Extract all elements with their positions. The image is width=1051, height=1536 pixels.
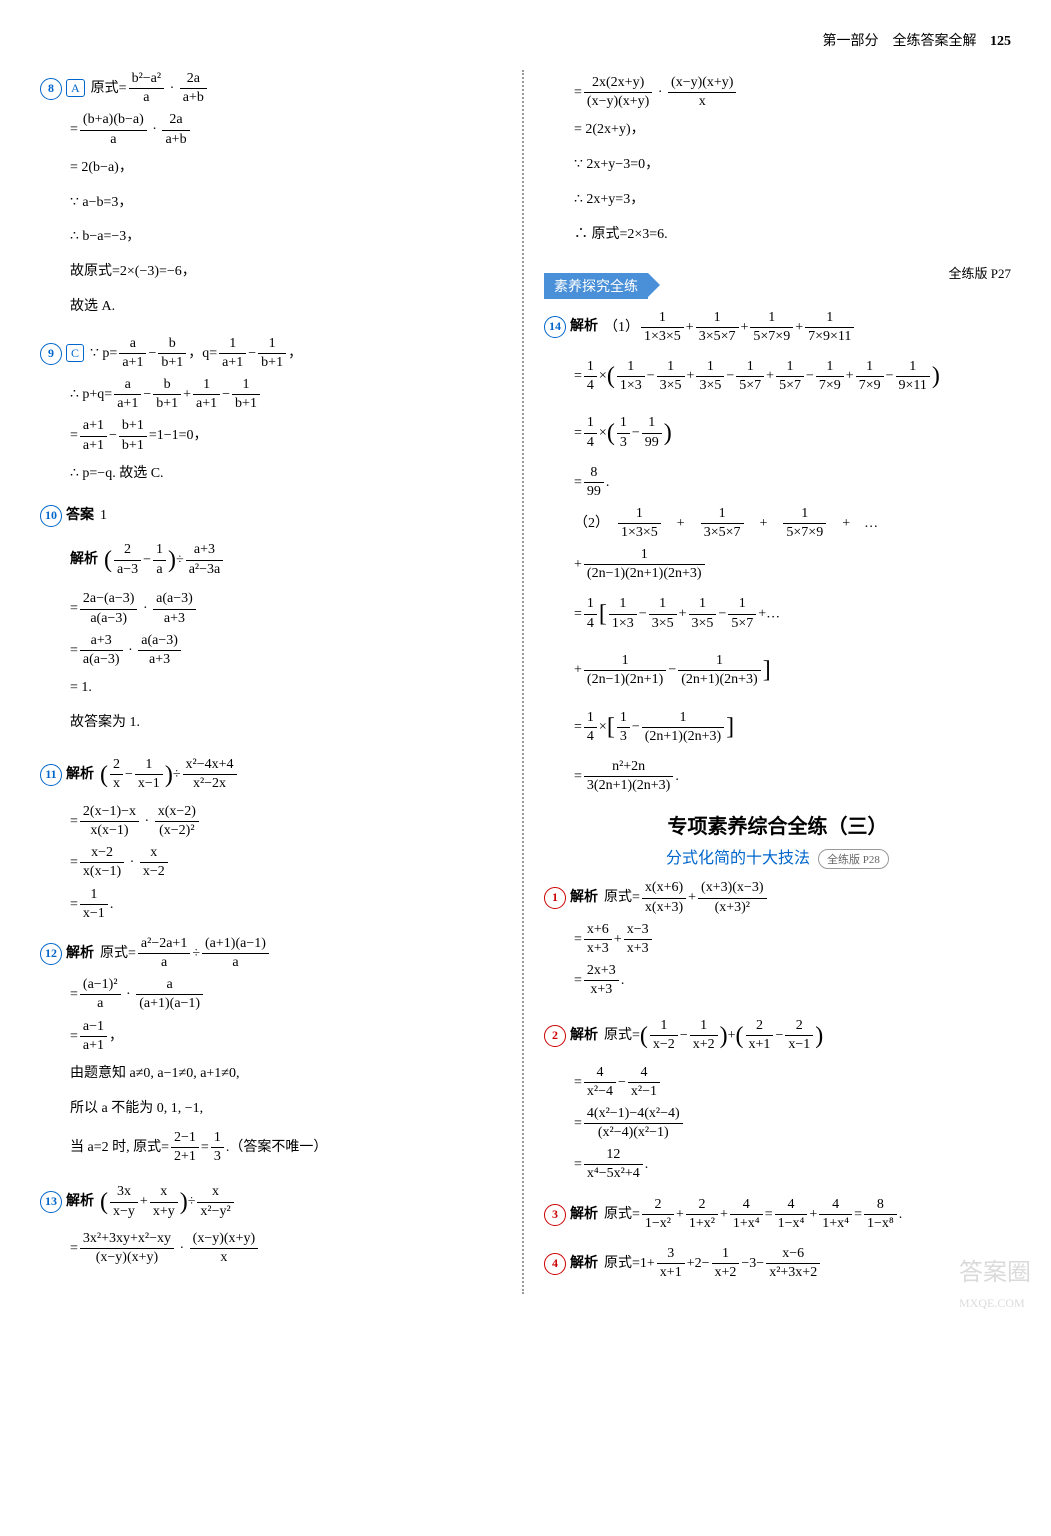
- page-reference: 全练版 P27: [949, 263, 1011, 282]
- problem-number: 10: [40, 505, 62, 527]
- eq-line: 由题意知 a≠0, a−1≠0, a+1≠0,: [70, 1059, 507, 1090]
- page-number: 125: [990, 34, 1011, 49]
- question-2: 2解析原式=(1x−2−1x+2)+(2x+1−2x−1) =4x²−4−4x²…: [544, 1012, 1011, 1184]
- eq-line: =4(x²−1)−4(x²−4)(x²−4)(x²−1): [574, 1105, 1011, 1142]
- analysis-label: 解析: [570, 890, 598, 905]
- sub-title: 分式化简的十大技法全练版 P28: [544, 844, 1011, 869]
- question-3: 3解析原式=21−x²+21+x²+41+x⁴=41−x⁴+41+x⁴=81−x…: [544, 1196, 1011, 1233]
- question-1: 1解析原式=x(x+6)x(x+3)+(x+3)(x−3)(x+3)² =x+6…: [544, 879, 1011, 999]
- eq-line: =x+6x+3+x−3x+3: [574, 921, 1011, 958]
- problem-number: 12: [40, 943, 62, 965]
- eq-line: ∴ 2x+y=3，: [574, 185, 1011, 216]
- eq-text: 原式=: [91, 81, 127, 96]
- eq-line: =4x²−4−4x²−1: [574, 1064, 1011, 1101]
- eq-line: ∴ p+q=aa+1−bb+1+1a+1−1b+1: [70, 376, 507, 413]
- answer-value: 1: [100, 508, 107, 523]
- analysis-label: 解析: [570, 1256, 598, 1271]
- section-banner: 素养探究全练: [544, 273, 648, 299]
- analysis-label: 解析: [66, 767, 94, 782]
- right-column: =2x(2x+y)(x−y)(x+y) · (x−y)(x+y)x = 2(2x…: [544, 70, 1011, 1294]
- problem-number: 13: [40, 1191, 62, 1213]
- eq-line: =2(x−1)−xx(x−1) · x(x−2)(x−2)²: [70, 803, 507, 840]
- eq-line: =(b+a)(b−a)a · 2aa+b: [70, 111, 507, 148]
- two-column-layout: 8A原式=b²−a²a · 2aa+b =(b+a)(b−a)a · 2aa+b…: [40, 70, 1011, 1294]
- page-pill: 全练版 P28: [818, 849, 889, 869]
- question-4: 4解析原式=1+3x+1+2−1x+2−3−x−6x²+3x+2: [544, 1245, 1011, 1282]
- problem-13: 13解析(3xx−y+xx+y)÷xx²−y² =3x²+3xy+x²−xy(x…: [40, 1178, 507, 1267]
- eq-line: ∵ a−b=3，: [70, 188, 507, 219]
- analysis-label: 解析: [570, 319, 598, 334]
- problem-number: 4: [544, 1253, 566, 1275]
- eq-line: = 2(2x+y)，: [574, 115, 1011, 146]
- eq-line: =14[11×3−13×5+13×5−15×7+…: [574, 588, 1011, 641]
- eq-line: 解析(2a−3−1a)÷a+3a²−3a: [70, 534, 507, 587]
- eq-line: ∴ 原式=2×3=6.: [574, 220, 1011, 251]
- problem-8: 8A原式=b²−a²a · 2aa+b =(b+a)(b−a)a · 2aa+b…: [40, 70, 507, 323]
- eq-line: =3x²+3xy+x²−xy(x−y)(x+y) · (x−y)(x+y)x: [70, 1230, 507, 1267]
- eq-line: =a+1a+1−b+1b+1=1−1=0，: [70, 417, 507, 454]
- fraction: 2aa+b: [180, 70, 207, 107]
- eq-line: =12x⁴−5x²+4.: [574, 1146, 1011, 1183]
- problem-14: 14解析（1）11×3×5+13×5×7+15×7×9+17×9×11 =14×…: [544, 309, 1011, 796]
- eq-line: 故原式=2×(−3)=−6，: [70, 257, 507, 288]
- fraction: b²−a²a: [129, 70, 165, 107]
- eq-line: 故选 A.: [70, 292, 507, 323]
- problem-number: 9: [40, 343, 62, 365]
- problem-number: 11: [40, 764, 62, 786]
- eq-line: =a−1a+1，: [70, 1018, 507, 1055]
- eq-line: =a+3a(a−3) · a(a−3)a+3: [70, 632, 507, 669]
- analysis-label: 解析: [66, 946, 94, 961]
- eq-line: +1(2n−1)(2n+1)−1(2n+1)(2n+3)]: [574, 644, 1011, 697]
- eq-line: （2） 11×3×5 + 13×5×7 + 15×7×9 + …: [574, 505, 1011, 542]
- eq-line: 当 a=2 时, 原式=2−12+1=13.（答案不唯一）: [70, 1129, 507, 1166]
- section-title: 第一部分 全练答案全解: [823, 34, 977, 49]
- problem-12: 12解析原式=a²−2a+1a÷(a+1)(a−1)a =(a−1)²a · a…: [40, 935, 507, 1166]
- left-column: 8A原式=b²−a²a · 2aa+b =(b+a)(b−a)a · 2aa+b…: [40, 70, 524, 1294]
- analysis-label: 解析: [570, 1028, 598, 1043]
- page-header: 第一部分 全练答案全解 125: [40, 30, 1011, 50]
- eq-line: = 2(b−a)，: [70, 153, 507, 184]
- problem-number: 1: [544, 887, 566, 909]
- problem-number: 2: [544, 1025, 566, 1047]
- problem-number: 3: [544, 1204, 566, 1226]
- eq-line: +1(2n−1)(2n+1)(2n+3): [574, 546, 1011, 583]
- eq-line: =2x+3x+3.: [574, 962, 1011, 999]
- problem-11: 11解析(2x−1x−1)÷x²−4x+4x²−2x =2(x−1)−xx(x−…: [40, 751, 507, 923]
- watermark: 答案圈 MXQE.COM: [959, 1252, 1031, 1314]
- eq-line: =1x−1.: [70, 886, 507, 923]
- problem-9: 9C∵ p=aa+1−bb+1，q=1a+1−1b+1， ∴ p+q=aa+1−…: [40, 335, 507, 490]
- eq-line: =14×(11×3−13×5+13×5−15×7+15×7−17×9+17×9−…: [574, 350, 1011, 403]
- eq-line: =x−2x(x−1) · xx−2: [70, 844, 507, 881]
- eq-line: =2a−(a−3)a(a−3) · a(a−3)a+3: [70, 590, 507, 627]
- analysis-label: 解析: [570, 1207, 598, 1222]
- eq-line: 所以 a 不能为 0, 1, −1,: [70, 1094, 507, 1125]
- eq-line: ∴ b−a=−3，: [70, 222, 507, 253]
- problem-13-cont: =2x(2x+y)(x−y)(x+y) · (x−y)(x+y)x = 2(2x…: [544, 74, 1011, 251]
- eq-line: =899.: [574, 464, 1011, 501]
- eq-line: = 1.: [70, 673, 507, 704]
- problem-number: 14: [544, 316, 566, 338]
- eq-line: =(a−1)²a · a(a+1)(a−1): [70, 976, 507, 1013]
- eq-line: ∵ 2x+y−3=0，: [574, 150, 1011, 181]
- eq-line: =2x(2x+y)(x−y)(x+y) · (x−y)(x+y)x: [574, 74, 1011, 111]
- eq-line: =14×[13−1(2n+1)(2n+3)]: [574, 701, 1011, 754]
- page-container: 第一部分 全练答案全解 125 8A原式=b²−a²a · 2aa+b =(b+…: [0, 0, 1051, 1324]
- eq-line: 故答案为 1.: [70, 708, 507, 739]
- big-title: 专项素养综合全练（三）: [544, 810, 1011, 839]
- eq-line: =n²+2n3(2n+1)(2n+3).: [574, 758, 1011, 795]
- analysis-label: 解析: [66, 1194, 94, 1209]
- problem-10: 10 答案 1 解析(2a−3−1a)÷a+3a²−3a =2a−(a−3)a(a−…: [40, 502, 507, 739]
- section-banner-row: 素养探究全练 全练版 P27: [544, 263, 1011, 309]
- answer-badge: A: [66, 79, 85, 97]
- eq-line: =14×(13−199): [574, 407, 1011, 460]
- answer-badge: C: [66, 344, 84, 362]
- answer-label: 答案: [66, 508, 94, 523]
- eq-line: ∴ p=−q. 故选 C.: [70, 459, 507, 490]
- problem-number: 8: [40, 78, 62, 100]
